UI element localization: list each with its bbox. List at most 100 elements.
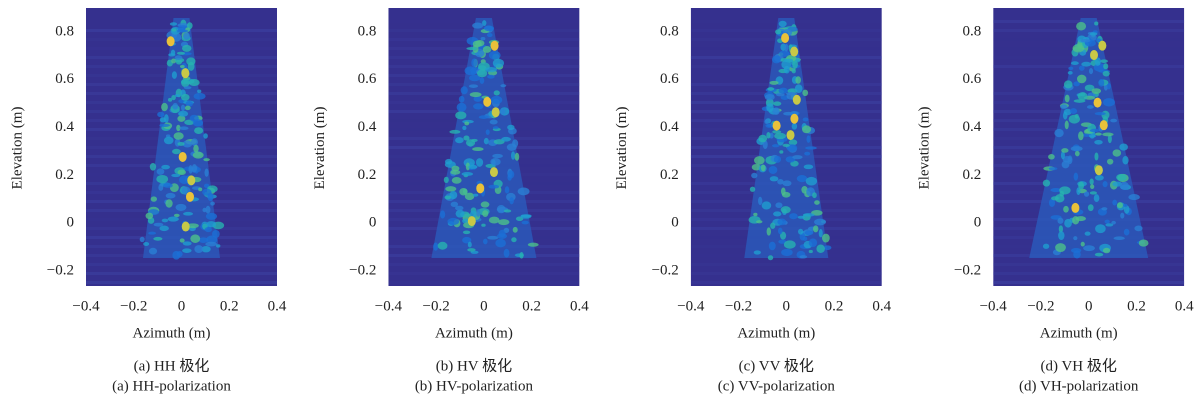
y-tick-label: 0.2 xyxy=(55,167,74,183)
speckle xyxy=(167,97,173,102)
y-axis-label: Elevation (m) xyxy=(9,107,25,190)
speckle xyxy=(771,55,781,64)
speckle xyxy=(182,44,192,52)
speckle xyxy=(463,135,470,141)
speckle xyxy=(462,218,469,224)
speckle xyxy=(464,121,470,126)
caption-cn: (d) VH 极化 xyxy=(1041,357,1117,374)
caption-en: (a) HH-polarization xyxy=(112,378,231,394)
speckle xyxy=(758,134,768,143)
speckle xyxy=(447,217,460,226)
hotspot xyxy=(790,113,799,124)
speckle xyxy=(1073,172,1079,181)
sar-image xyxy=(690,8,882,286)
speckle xyxy=(783,65,790,74)
speckle xyxy=(773,211,782,217)
y-tick-label: −0.2 xyxy=(349,262,376,278)
speckle xyxy=(183,211,194,216)
speckle xyxy=(1095,38,1102,42)
x-tick-label: −0.2 xyxy=(725,298,752,314)
stripe xyxy=(690,263,882,266)
speckle xyxy=(1067,70,1073,75)
speckle xyxy=(775,29,782,35)
speckle xyxy=(1080,38,1091,43)
speckle xyxy=(792,155,803,160)
speckle xyxy=(1050,188,1062,193)
y-tick-label: 0.4 xyxy=(358,119,377,135)
speckle xyxy=(476,209,481,217)
speckle xyxy=(205,241,217,247)
speckle xyxy=(781,248,793,257)
speckle xyxy=(767,87,775,91)
speckle xyxy=(1083,191,1090,197)
speckle xyxy=(1076,187,1081,195)
speckle xyxy=(194,127,204,134)
speckle xyxy=(507,124,515,131)
speckle xyxy=(816,244,825,254)
y-tick-label: 0.6 xyxy=(962,71,981,87)
speckle xyxy=(1073,236,1078,241)
speckle xyxy=(1089,191,1097,195)
speckle xyxy=(1095,132,1102,136)
speckle xyxy=(808,238,818,248)
speckle xyxy=(449,190,458,200)
speckle xyxy=(189,114,199,122)
speckle xyxy=(181,78,190,88)
speckle xyxy=(1100,59,1108,63)
speckle xyxy=(1102,132,1114,137)
speckle xyxy=(1083,245,1095,252)
speckle xyxy=(1094,57,1101,66)
speckle xyxy=(467,241,472,248)
speckle xyxy=(165,192,176,199)
speckle xyxy=(1084,84,1095,92)
speckle xyxy=(777,227,783,235)
hotspot xyxy=(1099,120,1108,131)
speckle xyxy=(791,68,796,74)
y-tick-label: 0.2 xyxy=(358,167,377,183)
speckle xyxy=(814,218,827,226)
speckle xyxy=(764,93,775,101)
speckle xyxy=(501,136,511,142)
speckle xyxy=(1134,225,1143,232)
stripe xyxy=(993,263,1185,266)
speckle xyxy=(1119,143,1128,151)
speckle xyxy=(190,234,201,243)
speckle xyxy=(503,209,512,213)
speckle xyxy=(760,164,766,172)
speckle xyxy=(179,64,185,69)
speckle xyxy=(1058,225,1064,233)
speckle xyxy=(175,203,187,211)
speckle xyxy=(188,78,200,87)
hotspot xyxy=(1090,50,1099,61)
speckle xyxy=(822,233,830,243)
speckle xyxy=(1080,241,1085,247)
speckle xyxy=(773,155,782,163)
speckle xyxy=(773,101,782,106)
speckle xyxy=(766,103,774,113)
speckle xyxy=(1048,154,1055,160)
speckle xyxy=(1073,81,1080,87)
speckle xyxy=(445,186,457,192)
x-tick-label: 0.2 xyxy=(220,298,239,314)
x-tick-label: 0 xyxy=(1085,298,1093,314)
speckle xyxy=(172,148,181,155)
x-tick-label: 0.2 xyxy=(825,298,844,314)
hotspot xyxy=(467,216,476,227)
speckle xyxy=(796,175,808,183)
speckle xyxy=(766,227,771,236)
speckle xyxy=(477,69,488,78)
speckle xyxy=(754,156,765,165)
speckle xyxy=(1054,194,1065,203)
speckle xyxy=(459,187,468,196)
speckle xyxy=(801,185,808,194)
y-tick-label: −0.2 xyxy=(652,262,679,278)
speckle xyxy=(482,20,487,26)
speckle xyxy=(161,218,169,223)
speckle xyxy=(498,219,510,226)
speckle xyxy=(1094,111,1106,116)
speckle xyxy=(1098,78,1105,87)
speckle xyxy=(193,92,206,100)
speckle xyxy=(1122,156,1129,165)
speckle xyxy=(210,201,215,206)
speckle xyxy=(159,117,167,123)
